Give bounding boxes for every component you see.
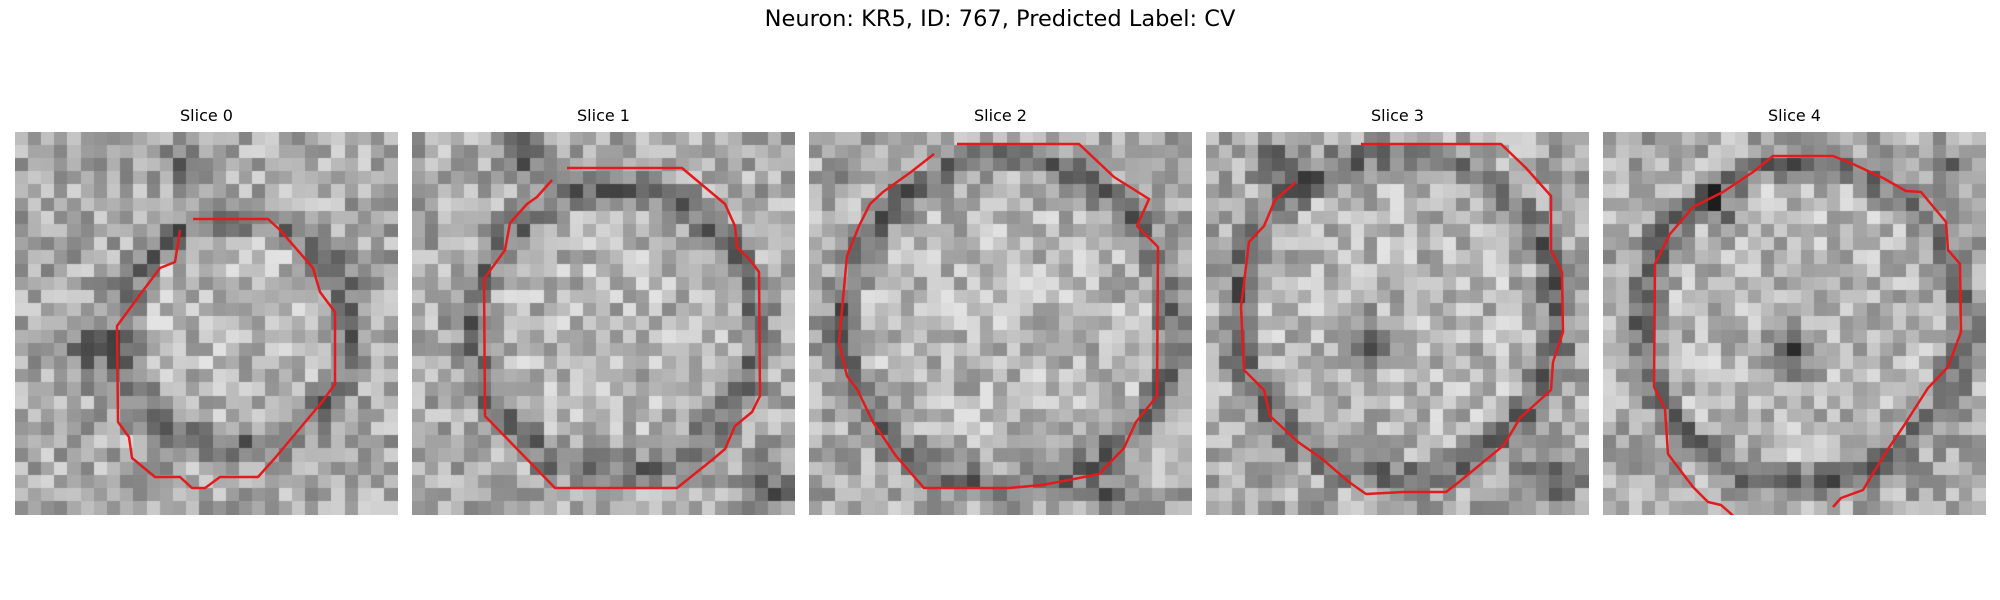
slice-panel-2: Slice 2 bbox=[809, 106, 1192, 515]
contour-overlay-0 bbox=[115, 217, 337, 490]
contour-overlay-1 bbox=[482, 166, 762, 490]
slice-panel-4: Slice 4 bbox=[1603, 106, 1986, 515]
slice-image-3 bbox=[1206, 132, 1589, 515]
slice-title-3: Slice 3 bbox=[1371, 106, 1424, 125]
slice-title-0: Slice 0 bbox=[180, 106, 233, 125]
contour-overlay-2 bbox=[837, 142, 1160, 490]
slice-title-1: Slice 1 bbox=[577, 106, 630, 125]
slice-panel-3: Slice 3 bbox=[1206, 106, 1589, 515]
slice-image-2 bbox=[809, 132, 1192, 515]
slice-title-4: Slice 4 bbox=[1768, 106, 1821, 125]
figure-title: Neuron: KR5, ID: 767, Predicted Label: C… bbox=[764, 6, 1236, 32]
slice-panel-1: Slice 1 bbox=[412, 106, 795, 515]
slice-image-1 bbox=[412, 132, 795, 515]
contour-overlay-4 bbox=[1652, 154, 1963, 515]
contour-line-4 bbox=[1652, 154, 1963, 515]
slice-title-2: Slice 2 bbox=[974, 106, 1027, 125]
contour-line-3 bbox=[1239, 142, 1565, 496]
contour-line-2 bbox=[837, 142, 1160, 490]
contour-line-0 bbox=[115, 217, 337, 490]
slice-panel-0: Slice 0 bbox=[15, 106, 398, 515]
contour-overlay-3 bbox=[1239, 142, 1565, 496]
contour-line-1 bbox=[482, 166, 762, 490]
